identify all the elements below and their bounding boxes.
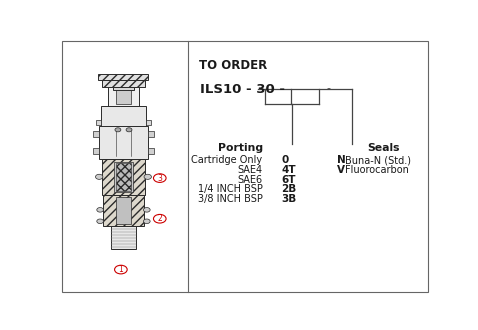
- Circle shape: [143, 219, 150, 223]
- Text: TO ORDER: TO ORDER: [199, 59, 267, 72]
- Text: 4T: 4T: [281, 165, 296, 175]
- Bar: [102, 159, 145, 195]
- Text: N: N: [337, 155, 346, 165]
- Bar: [116, 88, 131, 104]
- Circle shape: [96, 174, 103, 180]
- Circle shape: [126, 128, 132, 132]
- Text: ILS10 - 30 -: ILS10 - 30 -: [200, 82, 285, 96]
- Circle shape: [143, 208, 150, 212]
- Bar: [103, 195, 144, 226]
- Bar: [102, 80, 145, 86]
- Text: Seals: Seals: [367, 143, 400, 152]
- Bar: [148, 148, 154, 154]
- Circle shape: [115, 128, 121, 132]
- Circle shape: [97, 219, 103, 223]
- Text: 6T: 6T: [281, 175, 296, 184]
- Bar: [93, 148, 99, 154]
- Text: 3: 3: [157, 174, 162, 182]
- Bar: [113, 86, 134, 90]
- Bar: [116, 197, 131, 224]
- Text: Fluorocarbon: Fluorocarbon: [345, 165, 409, 175]
- Text: 1/4 INCH BSP: 1/4 INCH BSP: [197, 184, 262, 194]
- Bar: [93, 131, 99, 137]
- Bar: [111, 226, 136, 249]
- Bar: [148, 131, 154, 137]
- Bar: [96, 120, 101, 125]
- Bar: [116, 163, 131, 191]
- Text: Buna-N (Std.): Buna-N (Std.): [345, 155, 411, 165]
- Bar: [108, 86, 139, 106]
- Bar: [98, 74, 149, 80]
- Text: 3/8 INCH BSP: 3/8 INCH BSP: [197, 194, 262, 204]
- Bar: [99, 126, 148, 159]
- Bar: [114, 162, 133, 192]
- Text: Porting: Porting: [217, 143, 263, 152]
- Text: 3B: 3B: [281, 194, 296, 204]
- Text: SAE6: SAE6: [237, 175, 262, 184]
- Text: 1: 1: [119, 265, 123, 274]
- Text: Cartridge Only: Cartridge Only: [191, 155, 262, 165]
- Text: 2B: 2B: [281, 184, 296, 194]
- Circle shape: [144, 174, 152, 180]
- Text: 2: 2: [157, 214, 162, 223]
- Text: V: V: [337, 165, 345, 175]
- Bar: [101, 106, 146, 126]
- Bar: [146, 120, 151, 125]
- Text: SAE4: SAE4: [237, 165, 262, 175]
- Text: -: -: [326, 83, 330, 93]
- Circle shape: [97, 208, 103, 212]
- Text: 0: 0: [281, 155, 289, 165]
